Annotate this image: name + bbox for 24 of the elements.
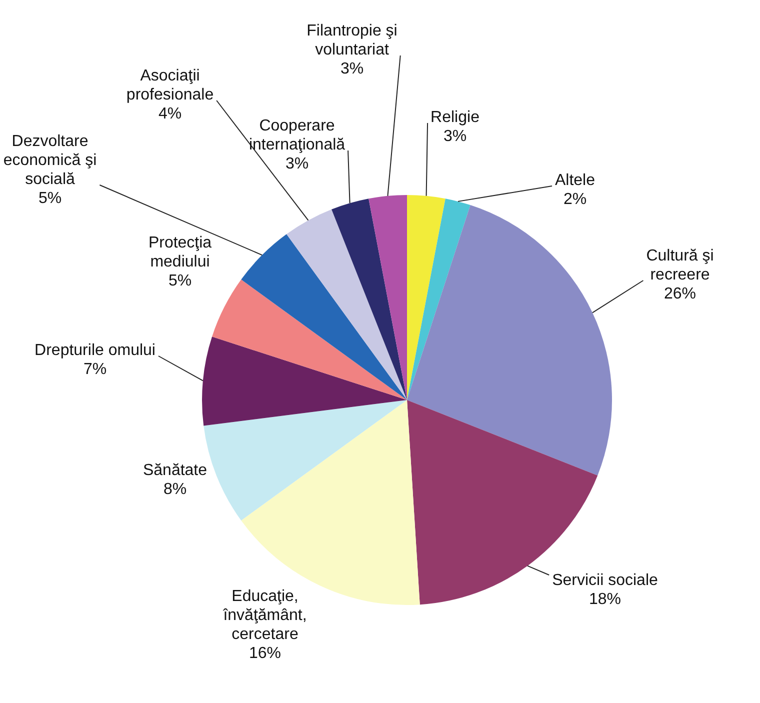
slice-label: Cultură şi recreere (646, 247, 714, 284)
slice-label: Altele (554, 172, 596, 189)
data-label: 3% (443, 128, 467, 145)
slice-label: Dezvoltare economică şi socială (3, 132, 97, 188)
data-label: 5% (38, 190, 62, 207)
data-label: 3% (285, 155, 309, 172)
slice-label: Cooperare internaţională (248, 117, 346, 154)
slice-label: Sănătate (142, 462, 208, 479)
data-label: 4% (158, 105, 182, 122)
data-label: 26% (664, 285, 696, 302)
slice-label: Drepturile omului (34, 342, 156, 359)
data-label: 18% (588, 590, 622, 608)
slice-label: Religie (430, 108, 480, 126)
slice-label: Servicii sociale (552, 572, 658, 589)
data-label: 7% (83, 360, 107, 378)
data-label: 8% (163, 480, 187, 498)
data-label: 2% (563, 190, 587, 208)
data-label: 5% (168, 272, 192, 290)
data-label: 16% (248, 644, 282, 662)
data-label: 3% (340, 60, 364, 78)
slice-label: Asociaţii profesionale (126, 67, 214, 104)
slice-label: Protecţia mediului (148, 234, 212, 270)
slice-label: Filantropie şi voluntariat (306, 22, 398, 58)
slice-label: Educaţie, învăţământ, cercetare (222, 588, 307, 643)
